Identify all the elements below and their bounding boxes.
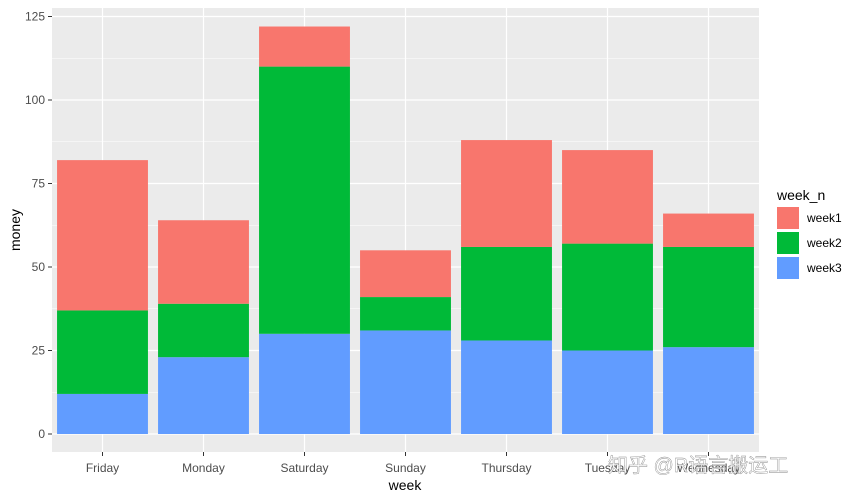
x-tick-label-wednesday: Wednesday bbox=[677, 461, 740, 475]
bar-week2-friday bbox=[57, 310, 148, 394]
bar-week2-thursday bbox=[461, 246, 552, 341]
bar-week3-thursday bbox=[461, 340, 552, 434]
bar-week3-tuesday bbox=[562, 350, 653, 434]
legend-key-week2 bbox=[777, 232, 799, 254]
x-axis-title: week bbox=[388, 477, 423, 493]
y-tick-label: 50 bbox=[32, 260, 46, 274]
bar-week1-friday bbox=[57, 160, 148, 311]
bar-week3-wednesday bbox=[663, 347, 754, 434]
bar-week1-monday bbox=[158, 220, 249, 304]
x-axis-ticks: Friday Monday Saturday Sunday Thursday Tuesda… bbox=[86, 452, 740, 475]
bar-week2-wednesday bbox=[663, 246, 754, 348]
y-tick-label: 0 bbox=[38, 427, 45, 441]
legend: week_n week1 week2 week3 bbox=[776, 187, 842, 279]
legend-label-week1: week1 bbox=[806, 211, 842, 225]
bar-week1-sunday bbox=[360, 250, 451, 298]
y-tick-label: 125 bbox=[25, 10, 45, 24]
x-tick-label-sunday: Sunday bbox=[385, 461, 426, 475]
legend-key-week3 bbox=[777, 257, 799, 279]
y-tick-label: 100 bbox=[25, 93, 45, 107]
x-tick-label-monday: Monday bbox=[182, 461, 225, 475]
watermark: 知乎 @R语言搬运工 bbox=[608, 454, 788, 477]
legend-title: week_n bbox=[776, 187, 825, 203]
bar-week2-tuesday bbox=[562, 243, 653, 351]
bar-week2-sunday bbox=[360, 297, 451, 331]
x-tick-label-tuesday: Tuesday bbox=[585, 461, 631, 475]
y-tick-label: 75 bbox=[32, 177, 46, 191]
bar-week3-sunday bbox=[360, 330, 451, 434]
x-tick-label-thursday: Thursday bbox=[481, 461, 531, 475]
bar-week3-saturday bbox=[259, 333, 350, 434]
bar-week3-friday bbox=[57, 393, 148, 434]
bar-week1-wednesday bbox=[663, 213, 754, 247]
bar-week1-saturday bbox=[259, 26, 350, 67]
x-tick-label-saturday: Saturday bbox=[280, 461, 328, 475]
bar-week1-tuesday bbox=[562, 150, 653, 244]
legend-key-week1 bbox=[777, 207, 799, 229]
bar-week1-thursday bbox=[461, 140, 552, 247]
legend-label-week3: week3 bbox=[806, 261, 842, 275]
legend-items: week1 week2 week3 bbox=[777, 207, 842, 279]
bar-week2-monday bbox=[158, 303, 249, 358]
y-axis-ticks: 0 25 50 75 100 125 bbox=[25, 10, 52, 441]
legend-label-week2: week2 bbox=[806, 236, 842, 250]
bars bbox=[57, 26, 754, 434]
bar-week2-saturday bbox=[259, 66, 350, 334]
bar-week3-monday bbox=[158, 357, 249, 434]
y-axis-title: money bbox=[7, 209, 23, 251]
x-tick-label-friday: Friday bbox=[86, 461, 119, 475]
y-tick-label: 25 bbox=[32, 344, 46, 358]
